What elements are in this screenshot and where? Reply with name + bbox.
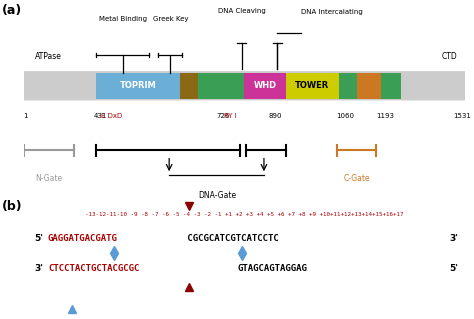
Bar xyxy=(356,73,381,99)
Text: CGCGCATCGTCATCCTC: CGCGCATCGTCATCCTC xyxy=(182,234,279,243)
Bar xyxy=(198,73,244,99)
Text: DNA Cleaving: DNA Cleaving xyxy=(218,8,266,14)
Text: 890: 890 xyxy=(268,113,282,119)
Text: 1: 1 xyxy=(24,113,28,119)
Text: GAGGATGACGATG: GAGGATGACGATG xyxy=(48,234,118,243)
Text: TOPRIM: TOPRIM xyxy=(120,81,157,90)
Bar xyxy=(180,73,198,99)
Bar xyxy=(96,73,180,99)
Text: 726: 726 xyxy=(217,113,230,119)
Text: -13-12-11-10 -9 -8 -7 -6 -5 -4 -3 -2 -1 +1 +2 +3 +4 +5 +6 +7 +8 +9 +10+11+12+13+: -13-12-11-10 -9 -8 -7 -6 -5 -4 -3 -2 -1 … xyxy=(85,212,403,217)
Bar xyxy=(244,73,286,99)
Bar xyxy=(381,73,401,99)
Text: 5': 5' xyxy=(449,264,458,273)
Text: 431: 431 xyxy=(93,113,107,119)
Text: CTD: CTD xyxy=(441,52,457,61)
Text: ATPase: ATPase xyxy=(35,52,61,61)
Bar xyxy=(286,73,339,99)
Text: (a): (a) xyxy=(1,4,22,17)
Text: 3': 3' xyxy=(35,264,44,273)
Text: TOWER: TOWER xyxy=(295,81,329,90)
Text: (b): (b) xyxy=(1,200,22,212)
Text: 1531: 1531 xyxy=(454,113,471,119)
Text: DNA-Gate: DNA-Gate xyxy=(199,191,237,200)
Text: CTCCTACTGCTACGCGC: CTCCTACTGCTACGCGC xyxy=(48,264,139,273)
FancyBboxPatch shape xyxy=(20,71,468,100)
Text: 1193: 1193 xyxy=(376,113,394,119)
Bar xyxy=(339,73,356,99)
Text: GTAGCAGTAGGAG: GTAGCAGTAGGAG xyxy=(237,264,307,273)
Text: WHD: WHD xyxy=(254,81,277,90)
Text: E DxD: E DxD xyxy=(101,113,122,119)
Text: 5': 5' xyxy=(35,234,44,243)
Text: DNA Intercalating: DNA Intercalating xyxy=(301,10,363,15)
Text: Greek Key: Greek Key xyxy=(153,17,188,22)
Text: 3': 3' xyxy=(449,234,458,243)
Text: N-Gate: N-Gate xyxy=(36,174,63,183)
Text: 1060: 1060 xyxy=(337,113,355,119)
Text: Metal Binding: Metal Binding xyxy=(99,17,147,22)
Text: C-Gate: C-Gate xyxy=(343,174,370,183)
Text: RY I: RY I xyxy=(224,113,237,119)
